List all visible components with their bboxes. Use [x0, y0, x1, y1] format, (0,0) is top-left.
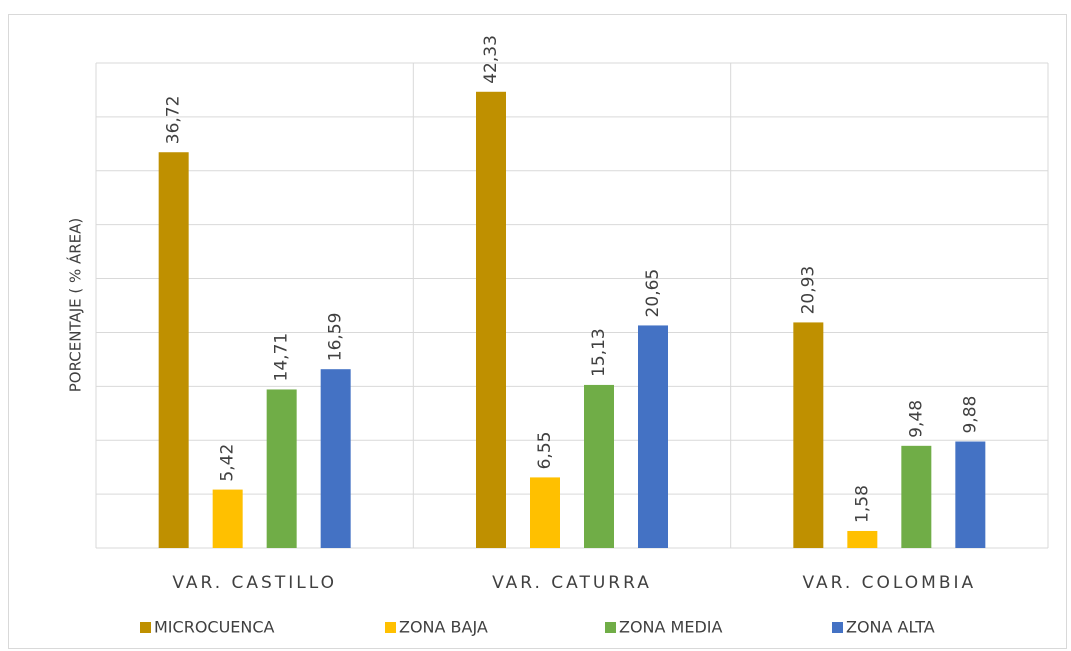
value-label: 5,42 [218, 444, 238, 482]
value-label: 14,71 [272, 333, 292, 382]
value-label: 16,59 [326, 313, 346, 362]
bar [955, 441, 986, 548]
value-label: 20,93 [798, 266, 818, 315]
bar [158, 152, 189, 549]
bar [793, 322, 824, 548]
legend-label: ZONA MEDIA [619, 618, 723, 637]
legend-label: MICROCUENCA [154, 618, 275, 637]
y-axis-label: PORCENTAJE ( % ÁREA) [66, 218, 85, 393]
value-label: 1,58 [852, 485, 872, 523]
value-label: 36,72 [164, 96, 184, 145]
value-label: 20,65 [643, 269, 663, 318]
legend-swatch [385, 622, 396, 633]
x-tick-label: VAR. COLOMBIA [803, 573, 977, 593]
bar [530, 477, 560, 548]
legend-label: ZONA BAJA [399, 618, 488, 637]
bar [847, 530, 878, 548]
value-label: 9,48 [906, 400, 926, 438]
legend-label: ZONA ALTA [846, 618, 935, 637]
bar [638, 325, 668, 548]
x-tick-label: VAR. CASTILLO [172, 573, 337, 593]
chart-border [8, 14, 1067, 649]
legend-swatch [832, 622, 843, 633]
bar [266, 389, 297, 548]
value-label: 6,55 [535, 432, 555, 470]
value-label: 9,88 [960, 396, 980, 434]
value-label: 42,33 [481, 35, 501, 84]
bar [320, 369, 351, 548]
value-label: 15,13 [589, 328, 609, 377]
bar [476, 91, 506, 548]
legend-swatch [605, 622, 616, 633]
bar [212, 489, 243, 548]
bar [584, 384, 614, 548]
legend-swatch [140, 622, 151, 633]
bar [901, 445, 932, 548]
x-tick-label: VAR. CATURRA [492, 573, 652, 593]
